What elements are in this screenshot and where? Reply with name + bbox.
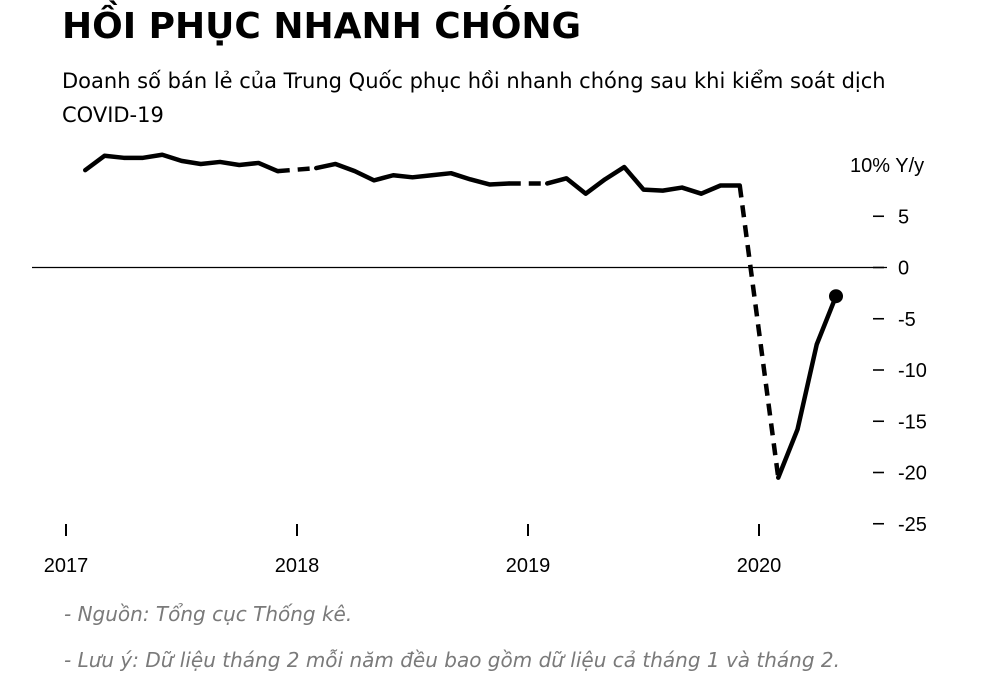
y-tick-label: 10% Y/y (850, 155, 924, 177)
x-tick-label: 2020 (737, 555, 782, 577)
series-dashed-line (277, 165, 317, 174)
y-tick-label: -20 (898, 463, 927, 485)
series-line (314, 161, 511, 187)
y-tick-label: -25 (898, 514, 927, 536)
y-tick-label: 5 (898, 206, 909, 228)
chart-subtitle: Doanh số bán lẻ của Trung Quốc phục hồi … (62, 69, 886, 127)
source-note: - Nguồn: Tổng cục Thống kê. (64, 602, 353, 626)
y-tick-label: -10 (898, 360, 927, 382)
line-chart: 10% Y/y 5 0 -5 -10 -15 -20 -25 2017 2018 2019 2020 (32, 152, 927, 577)
series-dashed-line (737, 185, 781, 478)
y-tick-label: 0 (898, 258, 909, 280)
series-line (83, 152, 280, 174)
series-line (545, 164, 742, 196)
x-tick-label: 2018 (275, 555, 320, 577)
series-line (776, 293, 839, 480)
y-tick-label: -15 (898, 411, 927, 433)
x-tick-label: 2017 (44, 555, 89, 577)
y-tick-label: -5 (898, 309, 916, 331)
chart-title: HỒI PHỤC NHANH CHÓNG (62, 6, 582, 47)
remark-note: - Lưu ý: Dữ liệu tháng 2 mỗi năm đều bao… (64, 648, 840, 672)
last-point-marker (829, 289, 843, 304)
x-tick-label: 2019 (506, 555, 551, 577)
